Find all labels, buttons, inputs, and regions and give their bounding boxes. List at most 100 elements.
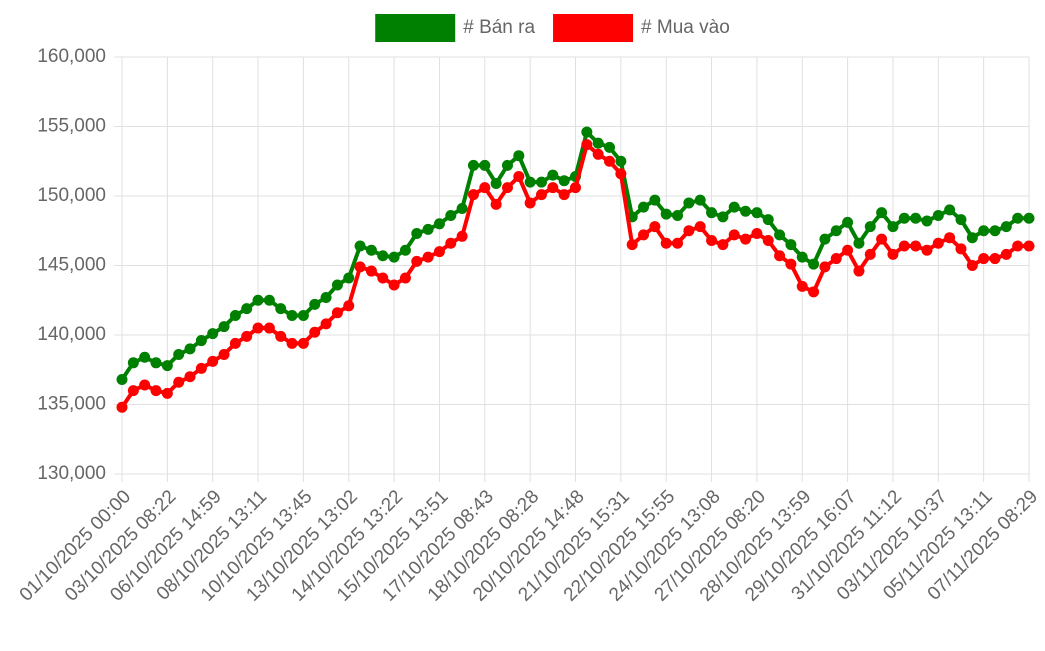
point xyxy=(139,351,151,363)
point xyxy=(399,272,411,284)
point xyxy=(615,155,627,167)
point xyxy=(377,272,389,284)
point xyxy=(887,221,899,233)
point xyxy=(365,265,377,277)
point xyxy=(876,233,888,245)
point xyxy=(343,272,355,284)
y-tick-label: 135,000 xyxy=(37,394,106,415)
point xyxy=(422,223,434,235)
point xyxy=(263,294,275,306)
legend-swatch xyxy=(553,14,634,42)
point xyxy=(252,322,264,334)
point xyxy=(864,221,876,233)
point xyxy=(672,237,684,249)
point xyxy=(150,357,162,369)
point xyxy=(343,300,355,312)
point xyxy=(411,255,423,267)
point xyxy=(876,207,888,219)
point xyxy=(796,280,808,292)
point xyxy=(774,229,786,241)
legend: # Bán ra # Mua vào xyxy=(375,14,730,42)
point xyxy=(547,182,559,194)
point xyxy=(921,215,933,227)
point xyxy=(161,387,173,399)
point xyxy=(910,212,922,224)
point xyxy=(127,357,139,369)
point xyxy=(932,237,944,249)
point xyxy=(570,182,581,194)
point xyxy=(808,258,820,270)
point xyxy=(309,298,321,310)
point xyxy=(490,177,502,189)
point xyxy=(150,385,162,397)
point xyxy=(717,239,729,251)
point xyxy=(127,385,139,397)
point xyxy=(195,335,207,347)
point xyxy=(921,244,933,256)
point xyxy=(672,209,684,221)
point xyxy=(581,126,593,138)
point xyxy=(944,204,956,216)
point xyxy=(433,218,445,230)
point xyxy=(275,303,287,315)
point xyxy=(377,250,389,262)
point xyxy=(331,279,343,291)
point xyxy=(774,250,786,262)
point xyxy=(1012,212,1024,224)
point xyxy=(683,225,695,237)
legend-label: # Mua vào xyxy=(641,17,730,38)
point xyxy=(592,148,604,160)
point xyxy=(819,233,831,245)
point xyxy=(944,232,956,244)
point xyxy=(864,248,876,260)
point xyxy=(966,260,978,271)
point xyxy=(604,141,616,153)
point xyxy=(978,225,990,237)
point xyxy=(638,201,650,213)
point xyxy=(535,189,547,201)
point xyxy=(422,251,434,263)
point xyxy=(978,253,990,265)
point xyxy=(286,337,298,349)
point xyxy=(989,253,1001,265)
point xyxy=(331,307,343,319)
point xyxy=(286,310,298,322)
point xyxy=(297,337,309,349)
y-tick-label: 140,000 xyxy=(37,324,106,345)
point xyxy=(365,244,377,256)
point xyxy=(955,214,967,226)
point xyxy=(524,176,536,188)
point xyxy=(411,228,423,240)
point xyxy=(456,230,468,242)
point xyxy=(660,208,672,220)
point xyxy=(388,279,400,291)
point xyxy=(161,360,173,372)
y-tick-label: 145,000 xyxy=(37,255,106,276)
point xyxy=(218,348,230,360)
point xyxy=(388,251,400,263)
point xyxy=(955,243,967,255)
point xyxy=(842,216,854,228)
point xyxy=(785,239,797,251)
point xyxy=(207,328,219,340)
point xyxy=(229,337,241,349)
point xyxy=(819,261,831,273)
point xyxy=(683,197,695,209)
point xyxy=(706,207,718,219)
point xyxy=(490,198,502,210)
point xyxy=(297,310,309,322)
point xyxy=(547,169,559,181)
point xyxy=(728,229,740,241)
point xyxy=(184,371,196,383)
point xyxy=(218,321,230,333)
point xyxy=(467,189,479,201)
point xyxy=(524,197,536,209)
point xyxy=(592,137,604,149)
point xyxy=(751,228,763,240)
point xyxy=(173,376,185,388)
point xyxy=(751,207,763,219)
point xyxy=(513,150,525,162)
point xyxy=(354,261,366,273)
point xyxy=(467,159,479,171)
